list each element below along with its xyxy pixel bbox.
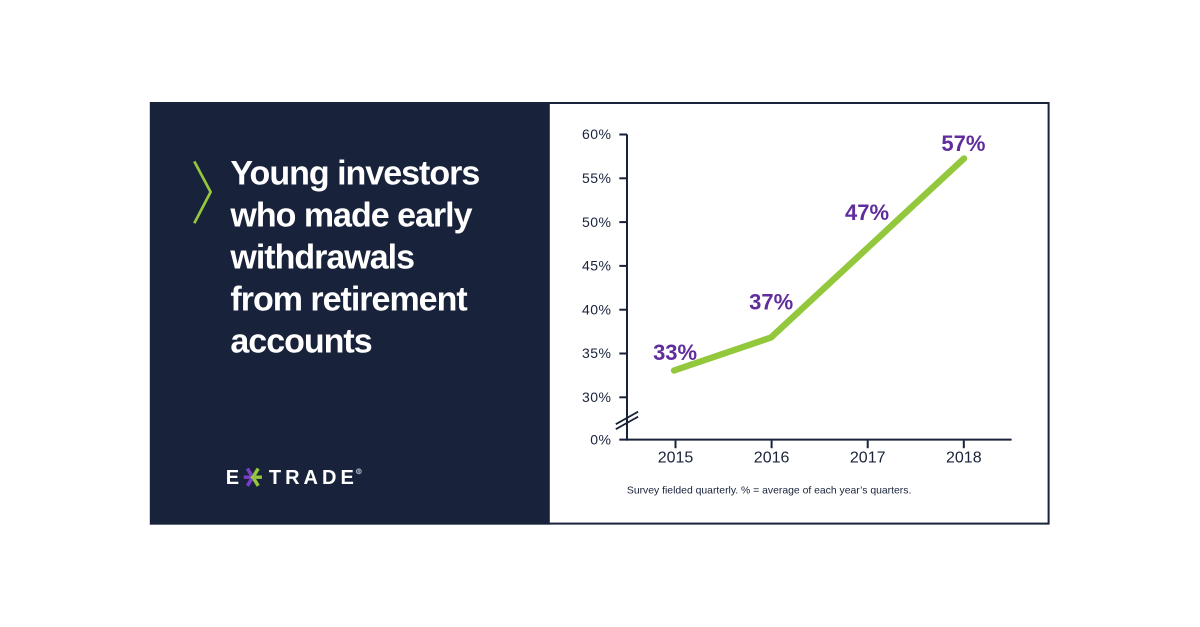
svg-text:40%: 40% bbox=[582, 301, 612, 317]
svg-text:30%: 30% bbox=[582, 389, 612, 405]
svg-text:35%: 35% bbox=[582, 345, 612, 361]
svg-text:55%: 55% bbox=[582, 170, 612, 186]
svg-text:E: E bbox=[226, 467, 239, 489]
svg-text:from retirement: from retirement bbox=[230, 280, 467, 318]
svg-text:2016: 2016 bbox=[754, 450, 790, 467]
svg-text:60%: 60% bbox=[582, 126, 612, 142]
svg-text:57%: 57% bbox=[941, 131, 985, 156]
svg-text:50%: 50% bbox=[582, 214, 612, 230]
svg-text:37%: 37% bbox=[749, 289, 793, 314]
svg-text:2018: 2018 bbox=[946, 450, 982, 467]
svg-text:45%: 45% bbox=[582, 258, 612, 274]
svg-text:2017: 2017 bbox=[850, 450, 886, 467]
svg-text:withdrawals: withdrawals bbox=[229, 238, 414, 276]
svg-text:accounts: accounts bbox=[230, 322, 371, 360]
svg-text:0%: 0% bbox=[590, 431, 611, 447]
svg-text:TRADE: TRADE bbox=[269, 467, 358, 489]
svg-text:33%: 33% bbox=[653, 340, 697, 365]
svg-text:2015: 2015 bbox=[658, 450, 694, 467]
svg-text:who made early: who made early bbox=[229, 196, 472, 234]
svg-text:Survey fielded quarterly. % =: Survey fielded quarterly. % = average of… bbox=[627, 485, 911, 496]
svg-text:Young investors: Young investors bbox=[230, 154, 479, 192]
svg-text:47%: 47% bbox=[845, 200, 889, 225]
